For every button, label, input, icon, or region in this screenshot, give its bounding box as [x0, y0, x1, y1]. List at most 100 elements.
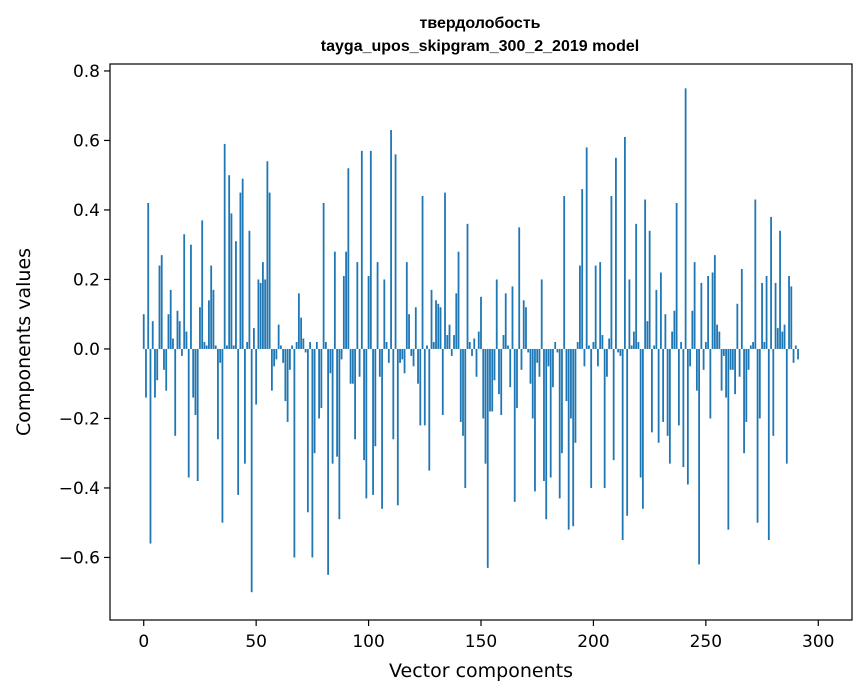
bar-163: [509, 348, 512, 388]
bar-256: [718, 331, 721, 349]
bar-180: [547, 348, 550, 367]
bar-89: [342, 275, 345, 349]
bar-120: [412, 348, 415, 367]
bar-76: [313, 348, 316, 454]
bar-119: [410, 348, 413, 356]
bar-28: [205, 345, 208, 349]
y-tick-label: 0.4: [73, 201, 100, 221]
y-axis-label: Components values: [13, 248, 35, 436]
bar-60: [277, 324, 280, 349]
bar-141: [459, 348, 462, 422]
bar-226: [650, 348, 653, 433]
bar-151: [482, 348, 485, 419]
bar-213: [621, 348, 624, 541]
chart-title-line1: твердолобость: [419, 15, 540, 32]
bar-44: [241, 178, 244, 349]
bar-244: [691, 310, 694, 349]
bar-271: [752, 342, 754, 349]
bar-149: [477, 331, 480, 349]
bar-12: [169, 289, 172, 349]
bar-169: [522, 300, 525, 349]
bar-166: [516, 348, 518, 409]
bar-107: [383, 279, 386, 349]
bar-231: [662, 348, 665, 422]
bar-217: [630, 345, 633, 349]
bar-18: [183, 234, 186, 349]
bar-154: [489, 348, 491, 412]
bar-191: [572, 348, 575, 527]
bar-287: [788, 275, 790, 349]
x-tick-label: 200: [577, 632, 609, 652]
bar-37: [226, 345, 228, 349]
bar-152: [484, 348, 487, 464]
bar-286: [785, 348, 788, 464]
bar-47: [248, 230, 251, 349]
bar-146: [471, 348, 473, 356]
bar-190: [570, 348, 572, 419]
bar-165: [513, 348, 516, 502]
bar-261: [729, 348, 732, 370]
bar-254: [713, 255, 716, 349]
bar-228: [655, 289, 658, 349]
bar-171: [527, 348, 530, 353]
x-tick-label: 100: [352, 632, 384, 652]
bar-200: [592, 342, 595, 349]
bar-87: [338, 348, 341, 520]
bar-170: [525, 307, 527, 349]
bar-207: [608, 338, 611, 349]
bar-262: [731, 348, 734, 370]
bar-173: [531, 348, 534, 419]
bar-121: [414, 307, 417, 349]
bar-243: [689, 348, 692, 367]
bar-17: [181, 348, 183, 356]
bar-201: [594, 265, 597, 349]
bar-34: [219, 348, 222, 363]
bar-175: [536, 348, 539, 363]
bar-54: [264, 279, 267, 349]
bar-82: [327, 348, 329, 575]
x-axis-ticks: 0 50 100 150 200 250 300: [138, 620, 834, 652]
bar-55: [266, 161, 269, 349]
bar-203: [599, 262, 602, 349]
bar-197: [585, 147, 588, 349]
bar-209: [612, 348, 615, 461]
bar-157: [495, 279, 498, 349]
bar-172: [529, 348, 532, 384]
bar-280: [772, 348, 775, 436]
bar-13: [172, 338, 174, 349]
bar-267: [743, 348, 745, 454]
y-tick-label: −0.2: [59, 409, 100, 429]
bar-68: [295, 342, 298, 349]
bar-253: [711, 272, 714, 349]
bar-41: [235, 241, 237, 349]
x-tick-label: 300: [802, 632, 834, 652]
bar-181: [549, 348, 552, 478]
bar-159: [500, 348, 503, 415]
bar-130: [435, 300, 437, 349]
bar-178: [543, 348, 545, 481]
bar-59: [275, 348, 278, 360]
bar-232: [664, 314, 667, 349]
bar-27: [203, 342, 206, 349]
bar-91: [347, 168, 350, 349]
bar-161: [504, 293, 507, 349]
bar-264: [736, 303, 739, 349]
bar-240: [682, 348, 685, 468]
bar-46: [246, 342, 249, 349]
bar-192: [574, 348, 577, 443]
bar-72: [304, 348, 307, 353]
bar-88: [340, 348, 343, 360]
bar-247: [698, 348, 700, 565]
bar-51: [257, 279, 260, 349]
bar-77: [315, 342, 318, 349]
bar-230: [659, 272, 662, 349]
bar-129: [432, 342, 435, 349]
y-tick-label: −0.6: [59, 548, 100, 568]
bar-283: [779, 230, 781, 349]
bar-133: [441, 348, 444, 415]
bar-116: [403, 348, 406, 374]
bar-8: [160, 255, 163, 349]
bar-23: [194, 348, 197, 415]
x-tick-label: 250: [690, 632, 722, 652]
